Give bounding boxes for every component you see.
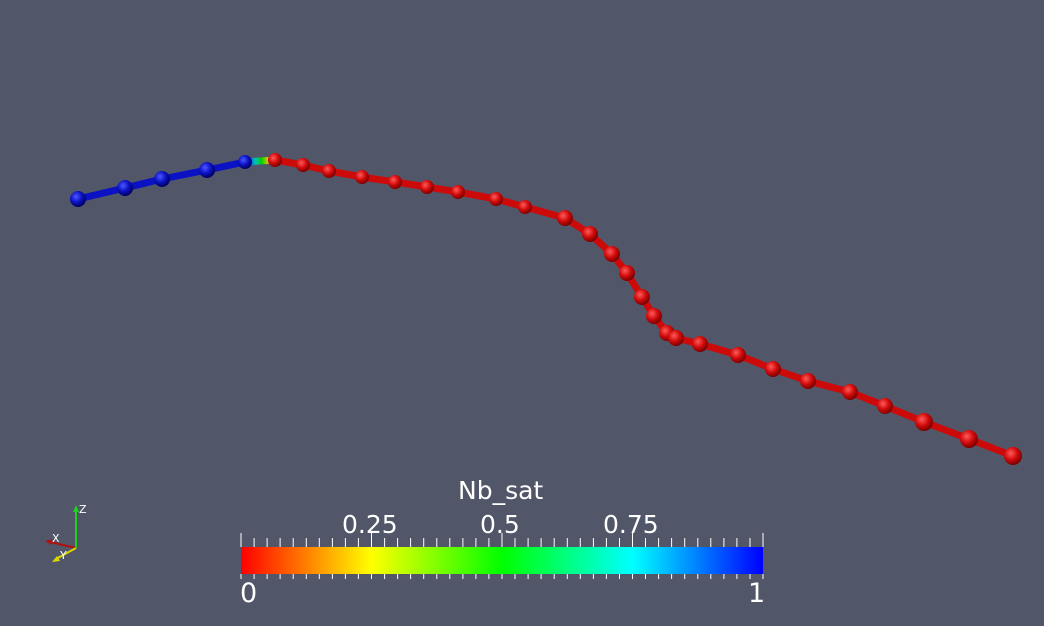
color-legend-bar[interactable] [240, 533, 764, 579]
point-marker [322, 164, 336, 178]
point-marker [296, 158, 310, 172]
legend-title: Nb_sat [458, 476, 544, 505]
legend-max-label: 1 [748, 578, 766, 609]
point-marker [268, 153, 282, 167]
blue-points [70, 155, 252, 207]
point-marker [451, 185, 465, 199]
z-axis-arrow [73, 505, 79, 512]
point-marker [557, 210, 573, 226]
y-axis-line [55, 547, 77, 560]
legend-tick-marks [240, 533, 764, 579]
point-marker [489, 192, 503, 206]
legend-tick-label: 0.75 [603, 510, 659, 539]
point-marker [582, 226, 598, 242]
x-axis-label: X [52, 532, 60, 545]
point-marker [604, 246, 620, 262]
color-gradient-strip [241, 547, 763, 574]
point-marker [199, 162, 215, 178]
point-marker [668, 330, 684, 346]
point-marker [765, 361, 781, 377]
point-marker [800, 373, 816, 389]
point-marker [619, 265, 635, 281]
legend-min-label: 0 [240, 578, 258, 609]
z-axis-label: Z [79, 503, 87, 516]
y-axis-label: Y [59, 549, 67, 562]
red-tube-segment [271, 156, 1017, 460]
orientation-axes-widget[interactable]: Z X Y [45, 503, 87, 562]
point-marker [355, 170, 369, 184]
x-axis-arrow [45, 539, 52, 545]
point-marker [692, 336, 708, 352]
red-points [268, 153, 1022, 465]
point-marker [646, 308, 662, 324]
point-marker [960, 430, 978, 448]
y-axis-arrow [52, 556, 60, 562]
point-marker [842, 384, 858, 400]
point-marker [877, 398, 893, 414]
legend-tick-label: 0.25 [342, 510, 398, 539]
point-marker [70, 191, 86, 207]
point-marker [518, 200, 532, 214]
point-marker [117, 180, 133, 196]
legend-tick-label: 0.5 [480, 510, 520, 539]
point-marker [420, 180, 434, 194]
point-marker [915, 413, 933, 431]
point-marker [634, 289, 650, 305]
point-marker [1004, 447, 1022, 465]
x-axis-line [49, 541, 77, 549]
point-marker [730, 347, 746, 363]
point-marker [154, 171, 170, 187]
point-marker [388, 175, 402, 189]
point-marker [238, 155, 252, 169]
